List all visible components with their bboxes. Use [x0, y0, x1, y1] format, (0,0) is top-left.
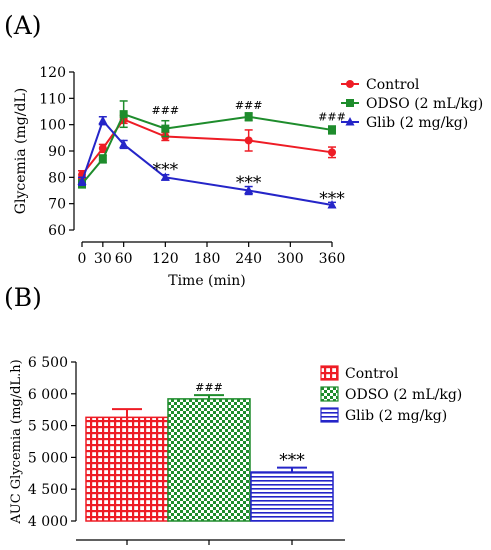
bar	[167, 398, 251, 522]
x-tick-label: 360	[319, 251, 346, 267]
panel-b-label: (B)	[4, 283, 42, 312]
legend-label: Control	[366, 77, 420, 93]
data-point	[98, 144, 107, 153]
data-point	[77, 176, 87, 185]
significance-label: ***	[279, 451, 305, 471]
data-point	[119, 139, 129, 148]
data-point	[244, 185, 254, 194]
significance-label: ***	[153, 160, 179, 180]
x-tick-label: 180	[194, 251, 221, 267]
x-tick-label: 0	[78, 251, 87, 267]
data-point	[346, 99, 354, 107]
legend-swatch	[320, 365, 339, 381]
legend-label: ODSO (2 mL/kg)	[366, 96, 483, 112]
data-point	[328, 125, 336, 134]
y-tick-label: 5 500	[28, 419, 68, 435]
y-tick-label: 6 000	[28, 387, 68, 403]
significance-label: ###	[195, 381, 223, 394]
data-point	[244, 136, 253, 145]
significance-label: ###	[152, 104, 180, 117]
bar-chart-panel: 4 000 4 500 5 000 5 500 6 000 6 500 AUC Glycem…	[9, 355, 462, 545]
x-tick-label: 30	[94, 251, 112, 267]
y-tick-label: 5 000	[28, 450, 68, 466]
y-tick-label: 100	[39, 118, 66, 134]
significance-label: ***	[319, 189, 345, 209]
data-point	[98, 115, 108, 125]
legend-label: Control	[345, 366, 399, 382]
x-axis-title: Time (min)	[168, 273, 246, 289]
x-tick-label: 240	[235, 251, 262, 267]
data-point	[98, 154, 107, 163]
legend-label: ODSO (2 mL/kg)	[345, 387, 462, 403]
y-tick-label: 70	[48, 197, 66, 213]
legend-label: Glib (2 mg/kg)	[345, 408, 447, 424]
significance-label: ###	[235, 99, 263, 112]
y-axis-title: AUC Glycemia (mg/dL.h)	[9, 359, 24, 524]
y-tick-label: 120	[39, 65, 66, 81]
data-point	[328, 148, 336, 157]
series-line	[81, 118, 333, 176]
y-tick-label: 60	[48, 223, 66, 239]
x-tick-label: 60	[115, 251, 133, 267]
bar	[250, 471, 334, 522]
x-tick-label: 120	[152, 251, 179, 267]
data-point	[345, 117, 355, 126]
y-tick-label: 6 500	[28, 355, 68, 371]
legend-label: Glib (2 mg/kg)	[366, 115, 468, 131]
data-point	[244, 112, 253, 121]
series-line	[81, 118, 333, 206]
panel-a-label: (A)	[4, 11, 42, 40]
y-tick-label: 90	[48, 144, 66, 160]
legend: Control ODSO (2 mL/kg) Glib (2 mg/kg)	[320, 365, 462, 424]
legend-swatch	[320, 407, 339, 423]
legend: Control ODSO (2 mL/kg) Glib (2 mg/kg)	[341, 77, 483, 131]
series-line	[81, 112, 333, 185]
legend-swatch	[320, 386, 339, 402]
y-axis-title: Glycemia (mg/dL)	[13, 88, 29, 214]
bar	[85, 416, 169, 522]
y-tick-label: 110	[39, 91, 66, 107]
x-tick-label: 300	[277, 251, 304, 267]
significance-label: ###	[318, 111, 346, 124]
data-point	[346, 80, 354, 88]
y-tick-label: 4 000	[28, 514, 68, 530]
data-point	[119, 110, 128, 119]
data-point	[327, 199, 337, 209]
significance-label: ***	[236, 173, 262, 193]
y-tick-label: 4 500	[28, 482, 68, 498]
data-point	[160, 172, 170, 181]
y-tick-label: 80	[48, 170, 66, 186]
data-point	[161, 124, 170, 133]
